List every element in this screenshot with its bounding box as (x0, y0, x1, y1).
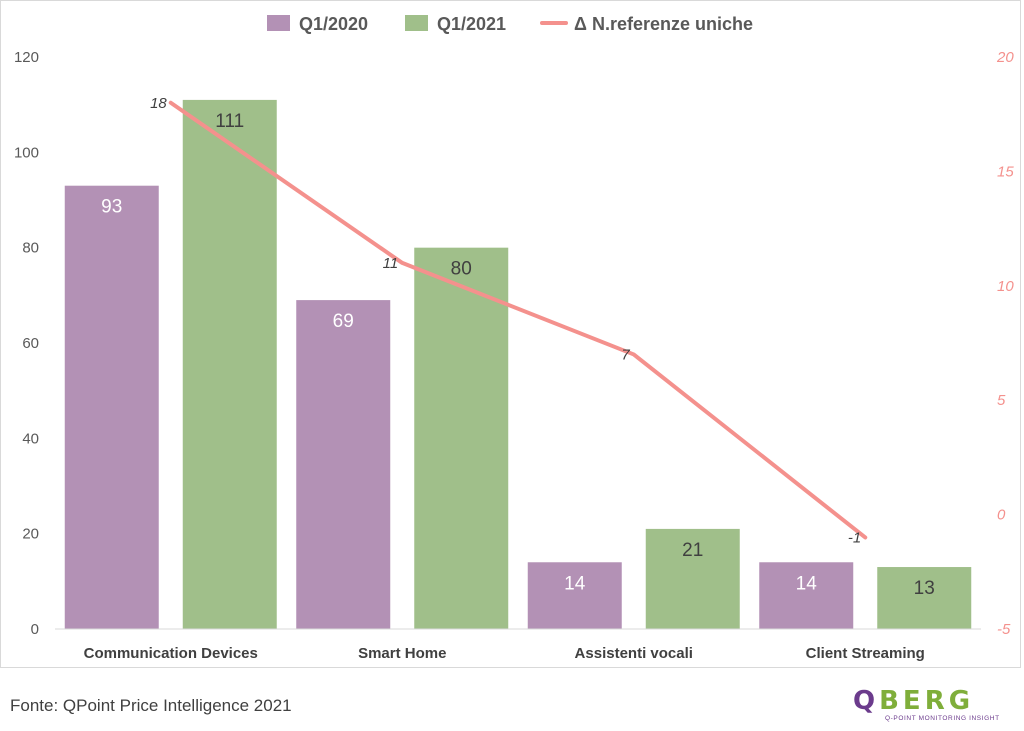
logo-tagline: Q-POINT MONITORING INSIGHT (885, 715, 1000, 722)
combo-chart: Q1/2020 Q1/2021 Δ N.referenze uniche 0 20 40… (14, 14, 1014, 662)
left-axis: 0 20 40 60 80 100 120 (14, 49, 39, 638)
logo-q: Q (853, 686, 880, 716)
category-label: Smart Home (358, 645, 446, 662)
bar-value-label: 93 (101, 197, 122, 218)
line-value-label: -1 (848, 529, 861, 546)
right-axis-tick-label: 15 (997, 163, 1014, 180)
bars: 93 111 69 80 14 21 14 13 (64, 99, 972, 629)
bar-value-label: 14 (564, 573, 586, 594)
left-axis-tick-label: 0 (31, 621, 39, 638)
bar-value-label: 69 (333, 311, 354, 332)
left-axis-tick-label: 40 (22, 430, 39, 447)
right-axis: -5 0 5 10 15 20 (996, 49, 1014, 638)
left-axis-tick-label: 60 (22, 335, 39, 352)
bar (527, 562, 622, 629)
category-label: Communication Devices (84, 645, 258, 662)
legend: Q1/2020 Q1/2021 Δ N.referenze uniche (267, 14, 753, 34)
line-value-label: 18 (150, 95, 167, 112)
bar (645, 528, 740, 629)
legend-label: Δ N.referenze uniche (574, 14, 753, 34)
bar-value-label: 21 (682, 540, 703, 561)
line-value-label: 11 (383, 255, 399, 272)
bar (182, 99, 277, 629)
legend-swatch (405, 15, 428, 31)
left-axis-tick-label: 100 (14, 144, 39, 161)
legend-label: Q1/2021 (437, 14, 506, 34)
category-label: Client Streaming (806, 645, 925, 662)
line-series: 18 11 7 -1 (150, 95, 868, 546)
bar-value-label: 111 (215, 111, 244, 132)
logo-wordmark: QBERG (853, 688, 974, 714)
logo-rest: BERG (879, 686, 975, 716)
bar (414, 247, 509, 629)
legend-swatch (267, 15, 290, 31)
bar-value-label: 14 (796, 573, 818, 594)
bar (759, 562, 854, 629)
qberg-logo: QBERG Q-POINT MONITORING INSIGHT (853, 688, 1013, 724)
left-axis-tick-label: 80 (22, 240, 39, 257)
line-value-label: 7 (621, 346, 630, 363)
bar-value-label: 13 (914, 578, 935, 599)
right-axis-tick-label: 0 (997, 507, 1006, 524)
line-series-path (168, 100, 868, 540)
category-labels: Communication Devices Smart Home Assistent… (84, 645, 925, 662)
left-axis-tick-label: 20 (22, 526, 39, 543)
right-axis-tick-label: 20 (996, 49, 1014, 66)
bar-value-label: 80 (451, 259, 472, 280)
right-axis-tick-label: -5 (997, 621, 1011, 638)
legend-label: Q1/2020 (299, 14, 368, 34)
left-axis-tick-label: 120 (14, 49, 39, 66)
right-axis-tick-label: 10 (997, 278, 1014, 295)
bar (296, 300, 391, 629)
bar (64, 185, 159, 629)
chart-frame: Q1/2020 Q1/2021 Δ N.referenze uniche 0 20 40… (0, 0, 1021, 668)
bar (877, 567, 972, 629)
category-label: Assistenti vocali (575, 645, 693, 662)
source-note: Fonte: QPoint Price Intelligence 2021 (10, 696, 292, 715)
right-axis-tick-label: 5 (997, 392, 1006, 409)
